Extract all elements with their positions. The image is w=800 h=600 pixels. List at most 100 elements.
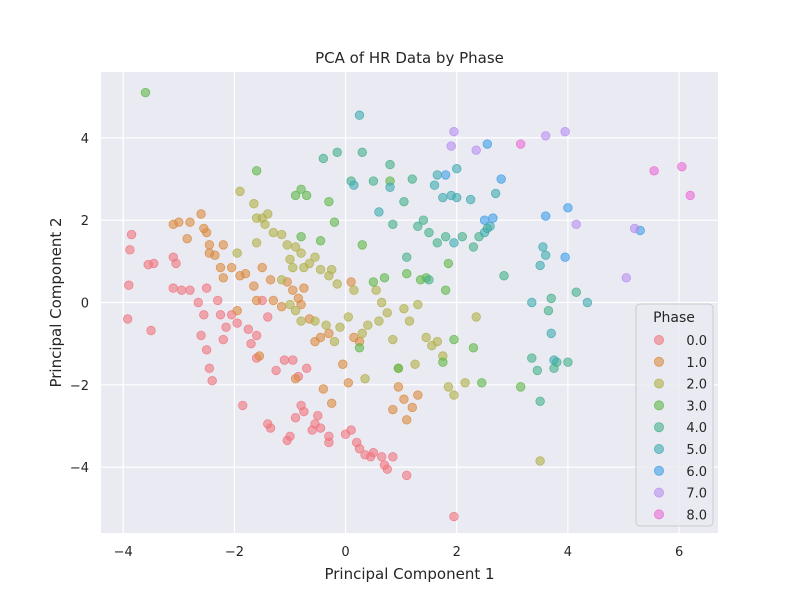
scatter-point <box>318 153 329 164</box>
legend-marker <box>654 443 665 454</box>
scatter-point <box>402 268 412 279</box>
scatter-point <box>251 238 262 248</box>
scatter-point <box>296 316 306 326</box>
x-axis-label: Principal Component 1 <box>324 565 494 583</box>
scatter-point <box>388 452 398 462</box>
scatter-point <box>563 357 573 367</box>
scatter-point <box>363 320 373 330</box>
scatter-point <box>343 378 354 388</box>
scatter-point <box>346 425 356 435</box>
scatter-point <box>449 511 459 522</box>
scatter-point <box>251 295 262 306</box>
legend-marker <box>654 378 665 389</box>
scatter-point <box>301 363 312 374</box>
scatter-point <box>201 227 212 238</box>
scatter-point <box>146 325 156 336</box>
scatter-point <box>540 131 551 141</box>
legend-label: 3.0 <box>686 399 707 414</box>
scatter-point <box>304 258 315 269</box>
scatter-point <box>546 293 556 304</box>
scatter-point <box>288 355 298 365</box>
scatter-point <box>185 217 195 227</box>
scatter-point <box>288 262 298 273</box>
scatter-point <box>546 328 556 339</box>
y-tick-label: 0 <box>81 297 89 312</box>
scatter-point <box>176 285 187 295</box>
scatter-point <box>402 252 412 262</box>
scatter-point <box>440 285 451 295</box>
scatter-point <box>446 141 456 151</box>
scatter-point <box>315 423 326 433</box>
scatter-point <box>374 207 384 217</box>
scatter-point <box>315 332 326 343</box>
x-tick-label: 2 <box>453 545 461 560</box>
legend-label: 1.0 <box>686 356 707 371</box>
scatter-point <box>122 314 133 324</box>
data-points <box>122 87 695 522</box>
scatter-point <box>649 166 659 176</box>
legend-label: 0.0 <box>686 334 707 349</box>
scatter-point <box>368 277 379 287</box>
scatter-point <box>385 159 395 170</box>
scatter-point <box>421 332 431 343</box>
scatter-point <box>310 316 320 326</box>
scatter-point <box>468 343 479 353</box>
scatter-point <box>265 275 276 285</box>
scatter-point <box>288 285 298 295</box>
legend-marker <box>654 400 665 411</box>
scatter-point <box>535 456 545 466</box>
scatter-point <box>432 238 442 248</box>
scatter-point <box>413 221 423 232</box>
scatter-point <box>349 285 359 295</box>
scatter-point <box>413 390 423 400</box>
scatter-point <box>124 280 134 290</box>
scatter-point <box>382 464 392 474</box>
scatter-point <box>218 334 228 345</box>
scatter-point <box>410 359 420 369</box>
scatter-point <box>238 400 248 411</box>
scatter-point <box>215 262 226 273</box>
legend-label: 8.0 <box>686 508 707 523</box>
scatter-point <box>232 248 242 258</box>
scatter-point <box>196 330 206 341</box>
scatter-point <box>377 297 387 308</box>
scatter-point <box>290 190 301 201</box>
scatter-point <box>126 229 137 240</box>
scatter-point <box>385 182 395 192</box>
scatter-point <box>471 145 481 155</box>
scatter-point <box>457 231 468 242</box>
scatter-point <box>429 180 440 190</box>
scatter-point <box>296 299 306 310</box>
chart-title: PCA of HR Data by Phase <box>315 49 504 67</box>
scatter-point <box>471 312 481 322</box>
scatter-point <box>452 164 462 174</box>
scatter-point <box>399 394 409 404</box>
scatter-point <box>438 192 448 203</box>
scatter-point <box>452 192 462 203</box>
scatter-point <box>379 273 390 283</box>
scatter-point <box>193 297 203 308</box>
scatter-point <box>479 215 490 225</box>
scatter-point <box>326 264 337 275</box>
scatter-point <box>349 180 359 190</box>
scatter-point <box>199 310 209 320</box>
scatter-point <box>221 322 231 332</box>
scatter-point <box>354 443 365 454</box>
scatter-point <box>535 396 545 406</box>
scatter-point <box>290 242 301 252</box>
scatter-point <box>329 217 340 227</box>
scatter-point <box>125 245 135 255</box>
scatter-point <box>424 275 434 285</box>
scatter-point <box>477 378 487 388</box>
scatter-point <box>571 287 581 297</box>
scatter-point <box>235 186 245 197</box>
x-tick-label: −2 <box>225 545 244 560</box>
scatter-point <box>388 219 398 229</box>
scatter-point <box>399 196 409 207</box>
scatter-point <box>329 336 340 347</box>
scatter-point <box>260 219 270 229</box>
scatter-point <box>207 376 217 386</box>
scatter-point <box>515 382 526 392</box>
scatter-point <box>496 174 506 184</box>
